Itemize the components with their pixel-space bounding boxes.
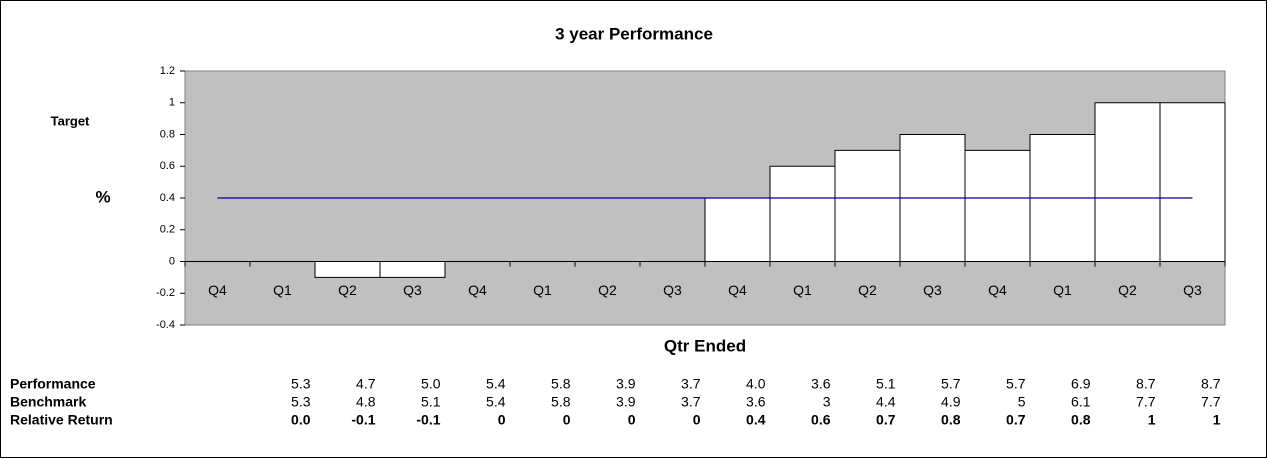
x-tick-label: Q3 [1183, 282, 1202, 298]
bar [1094, 102, 1161, 262]
y-axis-label: % [95, 187, 110, 206]
cell: 5.8 [551, 376, 571, 392]
x-tick-label: Q1 [1053, 282, 1072, 298]
x-tick-label: Q4 [208, 282, 227, 298]
cell: 3.9 [616, 376, 636, 392]
x-tick-label: Q4 [988, 282, 1007, 298]
cell: 1 [1213, 412, 1221, 428]
y-tick-label: 1 [169, 97, 175, 109]
bar [704, 197, 771, 262]
cell: 0 [498, 412, 506, 428]
cell: 4.9 [941, 394, 961, 410]
y-tick-label: 1.2 [160, 65, 175, 77]
cell: 5.7 [941, 376, 961, 392]
cell: 4.7 [356, 376, 376, 392]
cell: 5 [1018, 394, 1026, 410]
x-tick-label: Q3 [663, 282, 682, 298]
bar [1159, 102, 1226, 262]
y-tick-label: 0.6 [160, 160, 175, 172]
bar [964, 149, 1031, 262]
cell: 3.7 [681, 376, 701, 392]
y-tick-label: 0.4 [160, 192, 175, 204]
bar [379, 261, 446, 278]
cell: 0.8 [941, 412, 961, 428]
cell: -0.1 [351, 412, 375, 428]
cell: 0.7 [876, 412, 896, 428]
bar [769, 165, 836, 262]
y-tick-label: 0 [169, 255, 175, 267]
x-tick-label: Q1 [793, 282, 812, 298]
cell: 5.1 [421, 394, 441, 410]
cell: 0 [628, 412, 636, 428]
cell: 0.4 [746, 412, 766, 428]
cell: 8.7 [1201, 376, 1221, 392]
cell: 0 [693, 412, 701, 428]
cell: 5.4 [486, 394, 506, 410]
bar [834, 149, 901, 262]
x-tick-label: Q2 [598, 282, 617, 298]
y-tick-label: 0.8 [160, 128, 175, 140]
cell: 6.9 [1071, 376, 1091, 392]
cell: 4.4 [876, 394, 896, 410]
cell: 5.3 [291, 376, 311, 392]
cell: 1 [1148, 412, 1156, 428]
cell: 0 [563, 412, 571, 428]
bar [314, 261, 381, 278]
row-label: Relative Return [10, 412, 113, 428]
cell: 3 [823, 394, 831, 410]
cell: 3.9 [616, 394, 636, 410]
x-tick-label: Q1 [273, 282, 292, 298]
y-tick-label: 0.2 [160, 224, 175, 236]
cell: 5.7 [1006, 376, 1026, 392]
cell: 5.8 [551, 394, 571, 410]
cell: 0.6 [811, 412, 831, 428]
x-tick-label: Q3 [403, 282, 422, 298]
cell: 7.7 [1201, 394, 1221, 410]
x-tick-label: Q4 [728, 282, 747, 298]
cell: 5.3 [291, 394, 311, 410]
cell: 5.0 [421, 376, 441, 392]
x-axis-label: Qtr Ended [664, 336, 746, 355]
x-tick-label: Q2 [338, 282, 357, 298]
cell: 7.7 [1136, 394, 1156, 410]
cell: 6.1 [1071, 394, 1091, 410]
y-tick-label: -0.4 [156, 319, 175, 331]
cell: 4.0 [746, 376, 766, 392]
row-label: Benchmark [10, 394, 86, 410]
y-tick-label: -0.2 [156, 287, 175, 299]
cell: 8.7 [1136, 376, 1156, 392]
cell: 3.6 [746, 394, 766, 410]
x-tick-label: Q2 [1118, 282, 1137, 298]
cell: 3.6 [811, 376, 831, 392]
x-tick-label: Q2 [858, 282, 877, 298]
cell: 5.4 [486, 376, 506, 392]
x-tick-label: Q3 [923, 282, 942, 298]
cell: 0.8 [1071, 412, 1091, 428]
chart-title: 3 year Performance [555, 24, 713, 43]
x-tick-label: Q4 [468, 282, 487, 298]
cell: 4.8 [356, 394, 376, 410]
row-label: Performance [10, 376, 96, 392]
legend-label: Target [51, 113, 90, 128]
cell: 5.1 [876, 376, 896, 392]
cell: 0.7 [1006, 412, 1026, 428]
cell: 3.7 [681, 394, 701, 410]
cell: -0.1 [416, 412, 440, 428]
cell: 0.0 [291, 412, 311, 428]
x-tick-label: Q1 [533, 282, 552, 298]
